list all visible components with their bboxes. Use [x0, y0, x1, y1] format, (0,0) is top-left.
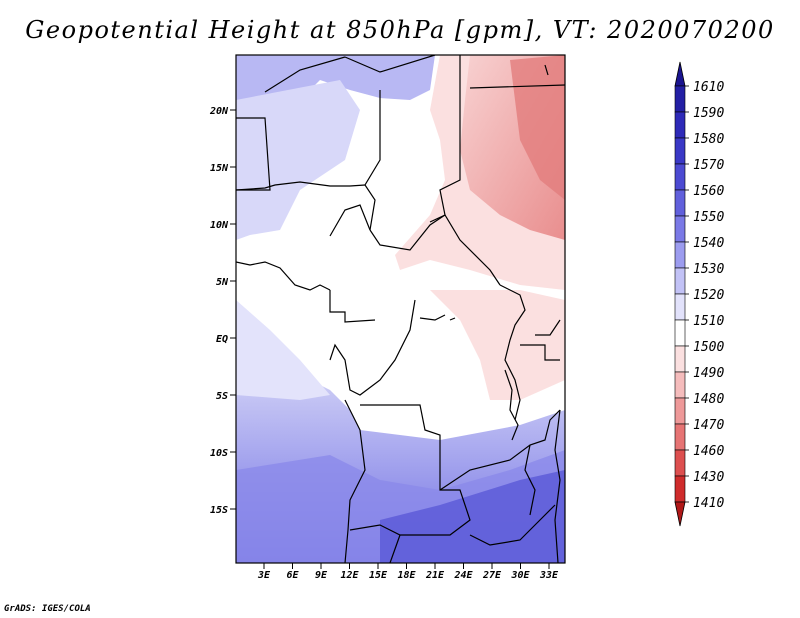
colorbar-label: 1470 [693, 418, 724, 433]
lat-label: 15S [210, 505, 228, 516]
colorbar-swatch [674, 163, 686, 191]
colorbar-swatch [674, 215, 686, 243]
colorbar-label: 1540 [693, 236, 724, 251]
colorbar-swatch [674, 423, 686, 451]
lon-label: 3E [257, 570, 271, 581]
longitude-labels: 3E 6E 9E 12E 15E 18E 21E 24E 27E 30E 33E [257, 563, 559, 581]
grads-credit: GrADS: IGES/COLA [4, 604, 91, 614]
lat-label: 20N [209, 106, 229, 117]
lon-label: 15E [369, 570, 388, 581]
colorbar-swatch [674, 345, 686, 373]
lon-label: 33E [539, 570, 559, 581]
colorbar-label: 1610 [693, 80, 724, 95]
colorbar-label: 1460 [693, 444, 724, 459]
colorbar-label: 1430 [693, 470, 724, 485]
colorbar-swatch [674, 111, 686, 139]
map-frame [235, 54, 566, 564]
colorbar-swatch [674, 397, 686, 425]
colorbar-swatch [674, 267, 686, 295]
colorbar-label: 1510 [693, 314, 724, 329]
colorbar-swatch [674, 61, 686, 87]
colorbar-label: 1490 [693, 366, 724, 381]
colorbar-swatch [674, 449, 686, 477]
colorbar-label: 1550 [693, 210, 724, 225]
lat-label: 10N [210, 220, 229, 231]
colorbar-label: 1560 [693, 184, 724, 199]
colorbar-swatch [674, 241, 686, 269]
lon-label: 9E [315, 570, 328, 581]
colorbar-label: 1520 [693, 288, 724, 303]
map-field [236, 55, 565, 563]
colorbar-swatch [674, 501, 686, 527]
colorbar-swatch [674, 319, 686, 347]
lon-label: 27E [482, 570, 502, 581]
colorbar-label: 1410 [693, 496, 724, 511]
colorbar-swatch [674, 137, 686, 165]
coastlines-borders [236, 55, 565, 563]
colorbar-label: 1580 [693, 132, 724, 147]
chart-title: Geopotential Height at 850hPa [gpm], VT:… [25, 16, 775, 44]
latitude-labels: 20N 15N 10N 5N EQ 5S 10S 15S [209, 106, 236, 516]
colorbar-swatch [674, 189, 686, 217]
lat-label: 10S [210, 448, 228, 459]
lon-label: 12E [340, 570, 359, 581]
colorbar-label: 1590 [693, 106, 724, 121]
lon-label: 30E [510, 570, 530, 581]
lat-label: 5N [216, 277, 229, 288]
colorbar-label: 1480 [693, 392, 724, 407]
colorbar: 1610 1590 1580 1570 1560 1550 1540 1530 1520 1510… [674, 61, 724, 527]
colorbar-swatch [674, 475, 686, 503]
colorbar-label: 1530 [693, 262, 724, 277]
colorbar-label: 1570 [693, 158, 724, 173]
colorbar-label: 1500 [693, 340, 724, 355]
colorbar-swatch [674, 371, 686, 399]
colorbar-swatch [674, 293, 686, 321]
lon-label: 24E [453, 570, 473, 581]
lon-label: 6E [286, 570, 299, 581]
lat-label: EQ [216, 334, 228, 345]
lon-label: 18E [397, 570, 416, 581]
lon-label: 21E [425, 570, 445, 581]
lat-label: 15N [210, 163, 229, 174]
colorbar-swatch [674, 85, 686, 113]
lat-label: 5S [216, 391, 228, 402]
